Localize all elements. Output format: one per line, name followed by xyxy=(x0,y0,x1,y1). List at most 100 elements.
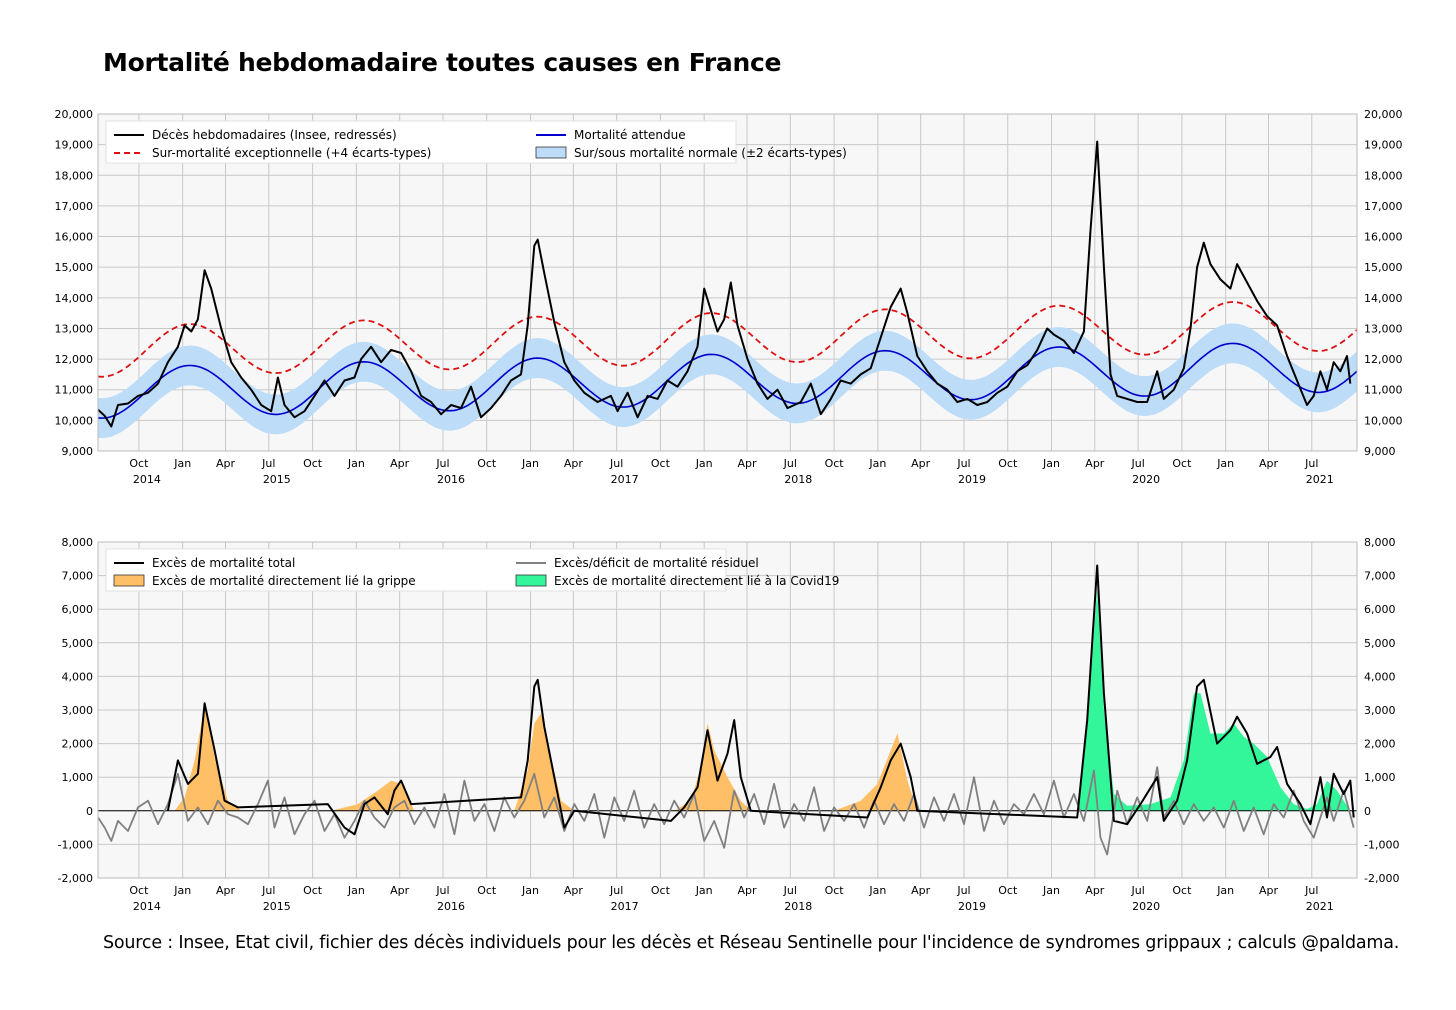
bottom-chart-panel: -2,000 -2,000 -1,000 -1,000 0 0 1,000 1,000 2,00… xyxy=(58,536,1400,913)
legend-label: Décès hebdomadaires (Insee, redressés) xyxy=(152,128,397,142)
y-tick-label-right: -1,000 xyxy=(1364,838,1399,851)
source-note: Source : Insee, Etat civil, fichier des … xyxy=(103,933,1400,953)
y-tick-label-left: 4,000 xyxy=(62,670,94,683)
x-tick-year-label: 2021 xyxy=(1306,473,1334,486)
x-tick-month-label: Jul xyxy=(435,884,449,897)
covid-excess-area xyxy=(1077,589,1351,811)
y-tick-label-left: 15,000 xyxy=(55,261,94,274)
y-tick-label-left: 19,000 xyxy=(55,139,94,152)
x-tick-month-label: Jul xyxy=(783,457,797,470)
x-tick-month-label: Oct xyxy=(1172,884,1192,897)
y-tick-label-right: 16,000 xyxy=(1364,231,1403,244)
y-tick-label-left: -1,000 xyxy=(58,838,93,851)
y-tick-label-right: 3,000 xyxy=(1364,704,1396,717)
x-tick-month-label: Oct xyxy=(651,457,671,470)
x-tick-year-label: 2017 xyxy=(611,900,639,913)
x-tick-month-label: Jan xyxy=(1216,884,1234,897)
legend-label: Mortalité attendue xyxy=(574,128,686,142)
legend-label: Sur-mortalité exceptionnelle (+4 écarts-… xyxy=(152,146,431,160)
x-tick-month-label: Jan xyxy=(521,457,539,470)
legend-label: Excès de mortalité total xyxy=(152,556,295,570)
y-tick-label-left: 16,000 xyxy=(55,231,94,244)
y-tick-label-right: 6,000 xyxy=(1364,603,1396,616)
legend-swatch xyxy=(113,574,145,587)
y-tick-label-right: 14,000 xyxy=(1364,292,1403,305)
x-tick-month-label: Oct xyxy=(998,884,1018,897)
y-tick-label-right: 10,000 xyxy=(1364,414,1403,427)
y-tick-label-right: 9,000 xyxy=(1364,445,1396,458)
x-tick-year-label: 2020 xyxy=(1132,473,1160,486)
exceptional-threshold-line xyxy=(98,301,1357,378)
x-tick-month-label: Jan xyxy=(1042,884,1060,897)
x-tick-year-label: 2020 xyxy=(1132,900,1160,913)
y-tick-label-left: 18,000 xyxy=(55,169,94,182)
flu-excess-area xyxy=(174,706,918,811)
y-tick-label-right: -2,000 xyxy=(1364,872,1399,885)
x-tick-month-label: Jul xyxy=(956,457,970,470)
y-tick-label-left: 9,000 xyxy=(62,445,94,458)
x-tick-month-label: Apr xyxy=(737,457,757,470)
x-tick-month-label: Jul xyxy=(783,884,797,897)
y-tick-label-right: 7,000 xyxy=(1364,570,1396,583)
x-tick-month-label: Apr xyxy=(1085,457,1105,470)
x-tick-month-label: Jul xyxy=(609,457,623,470)
y-tick-label-left: 7,000 xyxy=(62,570,94,583)
y-tick-label-right: 20,000 xyxy=(1364,108,1403,121)
x-tick-month-label: Oct xyxy=(477,457,497,470)
x-tick-month-label: Apr xyxy=(216,457,236,470)
x-tick-month-label: Oct xyxy=(1172,457,1192,470)
y-tick-label-left: 14,000 xyxy=(55,292,94,305)
y-tick-label-left: 2,000 xyxy=(62,738,94,751)
legend-swatch xyxy=(515,574,547,587)
y-tick-label-right: 5,000 xyxy=(1364,637,1396,650)
legend-box xyxy=(105,120,737,164)
x-tick-month-label: Apr xyxy=(564,457,584,470)
y-tick-label-right: 15,000 xyxy=(1364,261,1403,274)
y-tick-label-right: 11,000 xyxy=(1364,384,1403,397)
legend-swatch xyxy=(535,146,567,159)
x-tick-month-label: Jan xyxy=(173,884,191,897)
x-tick-month-label: Oct xyxy=(825,884,845,897)
x-tick-year-label: 2015 xyxy=(263,473,291,486)
x-tick-year-label: 2019 xyxy=(958,900,986,913)
y-tick-label-left: 1,000 xyxy=(62,771,94,784)
x-tick-month-label: Jan xyxy=(1042,457,1060,470)
y-tick-label-left: 0 xyxy=(86,805,93,818)
y-tick-label-left: 10,000 xyxy=(55,414,94,427)
y-tick-label-right: 19,000 xyxy=(1364,139,1403,152)
chart-title: Mortalité hebdomadaire toutes causes en … xyxy=(103,48,782,77)
x-tick-month-label: Jan xyxy=(173,457,191,470)
x-tick-month-label: Jul xyxy=(261,457,275,470)
x-tick-month-label: Jul xyxy=(1304,884,1318,897)
x-tick-month-label: Apr xyxy=(390,457,410,470)
x-tick-month-label: Jan xyxy=(1216,457,1234,470)
plot-content xyxy=(98,140,1357,438)
y-tick-label-left: 3,000 xyxy=(62,704,94,717)
x-tick-month-label: Apr xyxy=(1259,457,1279,470)
weekly-deaths-line xyxy=(98,140,1352,428)
x-tick-month-label: Oct xyxy=(477,884,497,897)
total-excess-line xyxy=(166,564,1355,836)
y-tick-label-left: 6,000 xyxy=(62,603,94,616)
x-tick-month-label: Jan xyxy=(347,457,365,470)
y-tick-label-right: 8,000 xyxy=(1364,536,1396,549)
x-tick-month-label: Apr xyxy=(737,884,757,897)
y-tick-label-right: 18,000 xyxy=(1364,169,1403,182)
top-chart-panel: 9,000 9,000 10,000 10,000 11,000 11,000 12,000… xyxy=(55,108,1403,486)
x-tick-year-label: 2014 xyxy=(133,900,161,913)
y-tick-label-left: 20,000 xyxy=(55,108,94,121)
x-tick-month-label: Jan xyxy=(521,884,539,897)
x-tick-month-label: Jan xyxy=(347,884,365,897)
y-tick-label-right: 1,000 xyxy=(1364,771,1396,784)
x-tick-year-label: 2015 xyxy=(263,900,291,913)
plot-frame xyxy=(97,541,1358,879)
x-tick-month-label: Apr xyxy=(564,884,584,897)
x-tick-year-label: 2018 xyxy=(784,900,812,913)
y-tick-label-right: 4,000 xyxy=(1364,670,1396,683)
x-tick-month-label: Jul xyxy=(261,884,275,897)
y-tick-label-right: 17,000 xyxy=(1364,200,1403,213)
x-tick-month-label: Oct xyxy=(303,457,323,470)
x-tick-month-label: Apr xyxy=(911,884,931,897)
y-tick-label-left: 17,000 xyxy=(55,200,94,213)
y-tick-label-left: 5,000 xyxy=(62,637,94,650)
